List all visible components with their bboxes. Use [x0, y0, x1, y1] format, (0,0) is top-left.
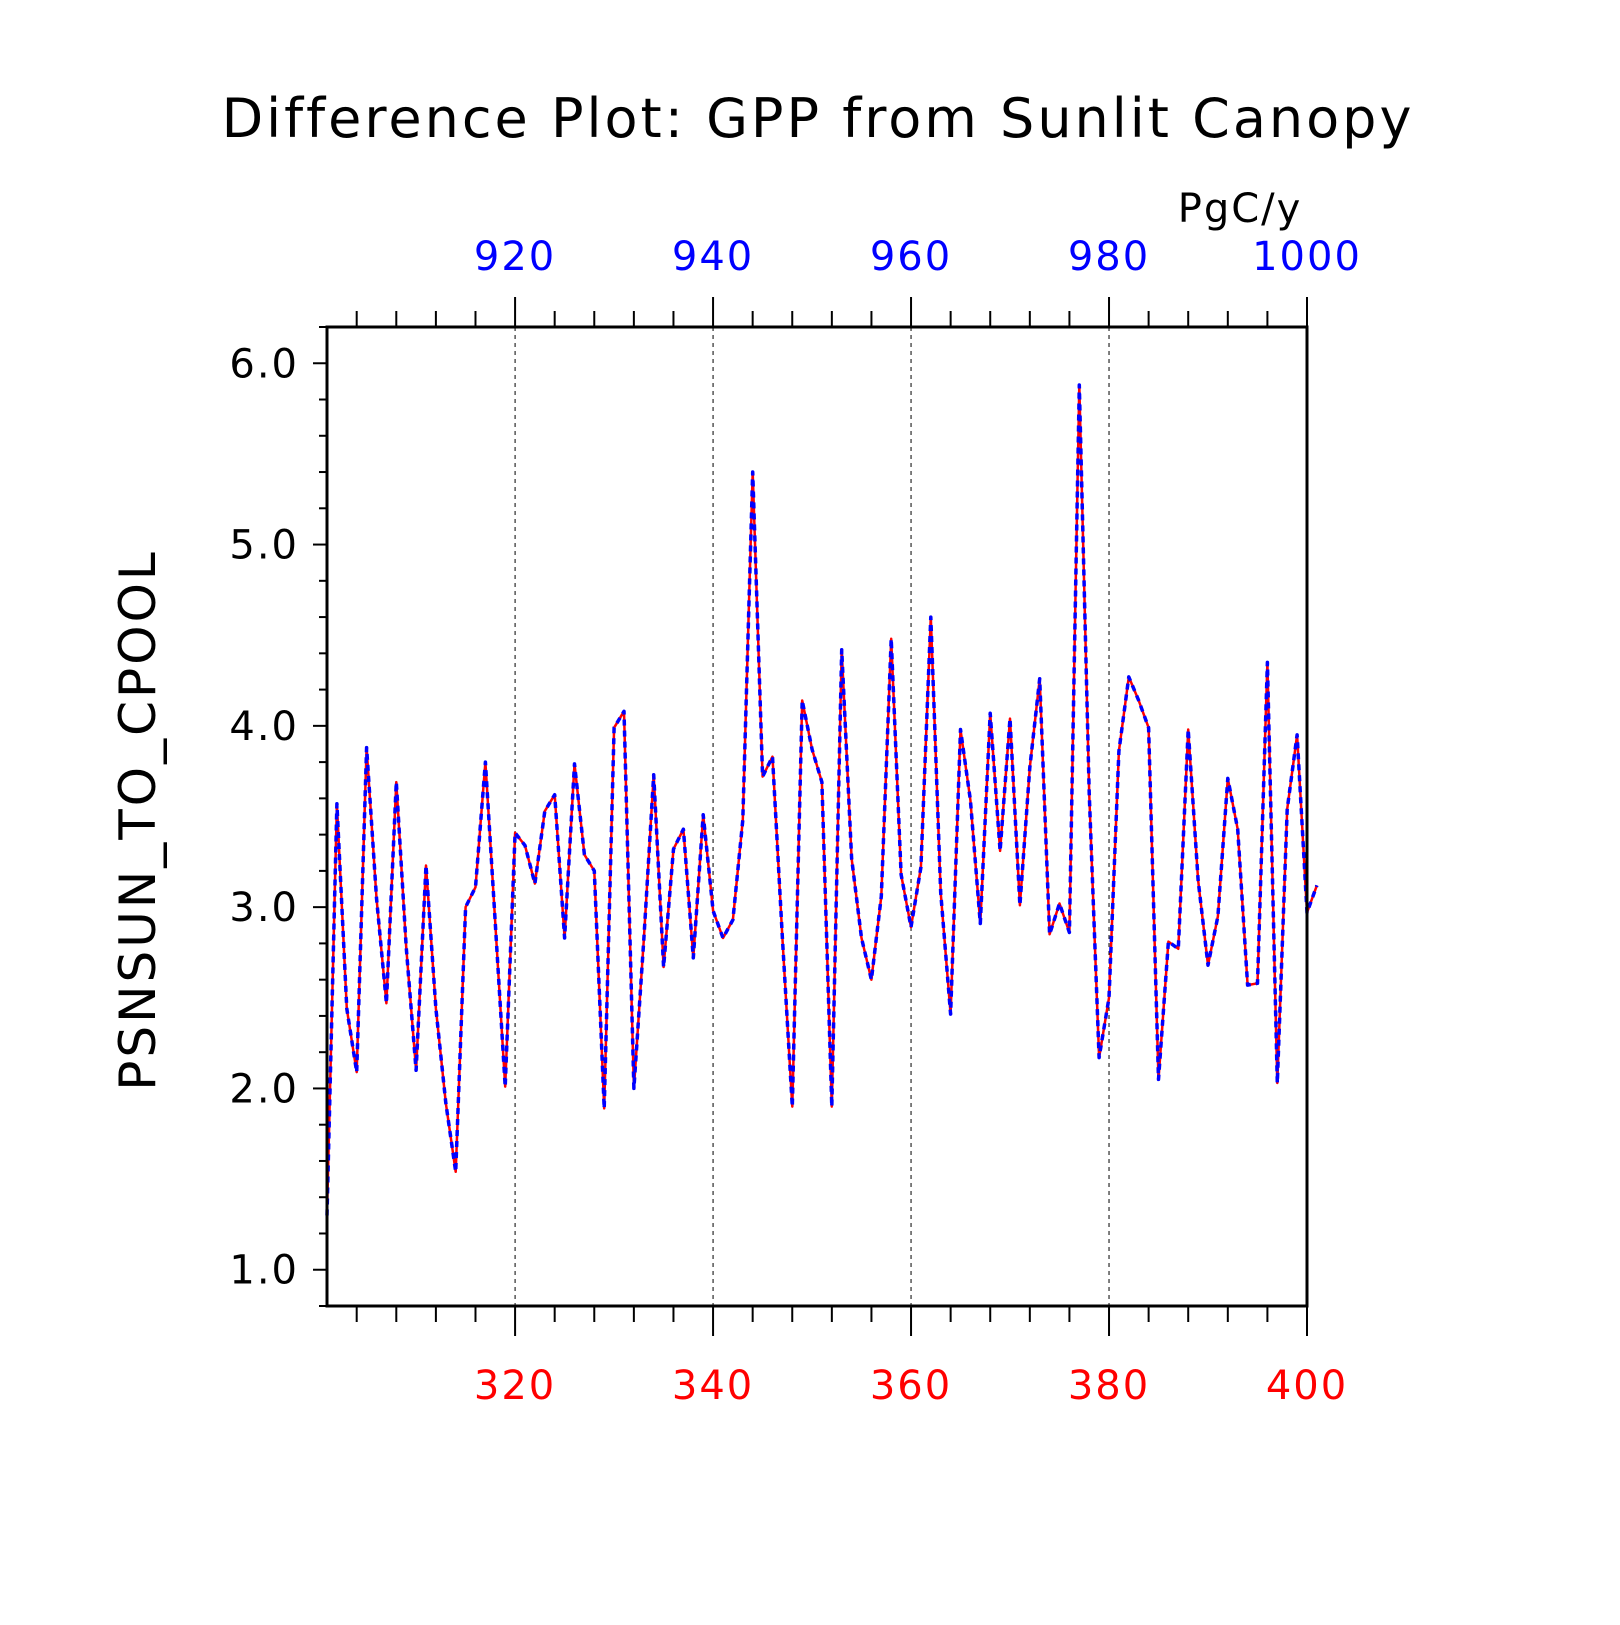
y-tick-label: 4.0 [229, 704, 299, 750]
x-top-tick-label: 920 [474, 234, 556, 280]
y-tick-label: 1.0 [229, 1248, 299, 1294]
x-top-tick-label: 1000 [1252, 234, 1362, 280]
units-label: PgC/y [1178, 186, 1303, 232]
x-top-tick-label: 940 [672, 234, 754, 280]
series-line-blue-dashed [325, 383, 1319, 1216]
grid-lines [514, 327, 1110, 1306]
x-bottom-tick-label: 340 [672, 1363, 754, 1409]
y-axis-label: PSNSUN_TO_CPOOL [109, 549, 167, 1091]
x-bottom-tick-label: 380 [1068, 1363, 1150, 1409]
plot-frame [325, 325, 1309, 1308]
y-tick-label: 5.0 [229, 523, 299, 569]
y-tick-label: 6.0 [229, 341, 299, 387]
data-series [325, 383, 1319, 1216]
chart-title: Difference Plot: GPP from Sunlit Canopy [222, 87, 1415, 150]
x-bottom-tick-label: 400 [1266, 1363, 1348, 1409]
x-top-tick-label: 980 [1068, 234, 1150, 280]
x-top-tick-label: 960 [870, 234, 952, 280]
x-bottom-tick-label: 360 [870, 1363, 952, 1409]
y-tick-label: 3.0 [229, 885, 299, 931]
y-tick-label: 2.0 [229, 1066, 299, 1112]
axes: 1.0 2.0 3.0 4.0 5.0 6.0 320 340 360 380 400 920 940 9… [229, 234, 1362, 1409]
x-bottom-tick-label: 320 [474, 1363, 556, 1409]
